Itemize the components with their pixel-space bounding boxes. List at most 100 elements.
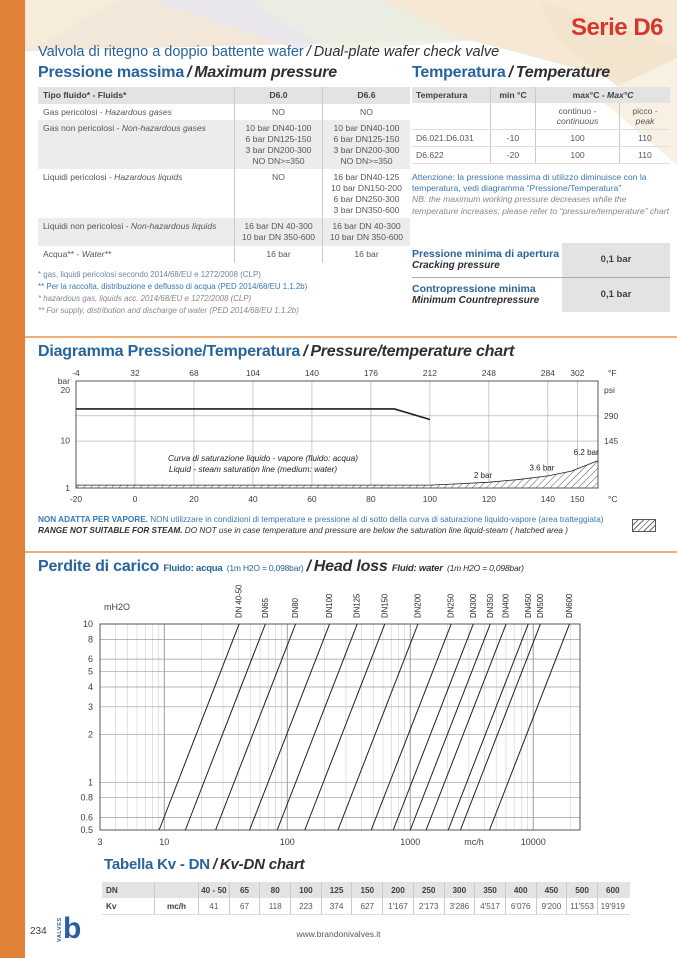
table-cell: picco - peak — [619, 103, 670, 129]
table-cell: 9'200 — [535, 898, 567, 914]
kv-dn-heading: Tabella Kv - DN / Kv-DN chart — [104, 856, 305, 873]
table-header-row: DN 40 - 50 65 80 100 125 150 200 250 300 350 400 450… — [102, 882, 630, 898]
table-cell: D6.622 — [416, 150, 444, 160]
table-cell: 600 — [596, 882, 628, 898]
svg-text:248: 248 — [482, 368, 496, 378]
table-cell: 500 — [566, 882, 597, 898]
svg-text:4: 4 — [88, 682, 93, 692]
svg-text:284: 284 — [541, 368, 555, 378]
svg-text:150: 150 — [570, 494, 584, 504]
table-cell: Acqua** - Water** — [43, 248, 112, 259]
table-cell: NO — [322, 103, 410, 121]
svg-text:40: 40 — [248, 494, 258, 504]
table-cell: DN — [106, 885, 118, 895]
svg-text:60: 60 — [307, 494, 317, 504]
table-cell: 65 — [228, 882, 260, 898]
pressure-footnotes: * gas, liquidi pericolosi secondo 2014/6… — [38, 269, 410, 318]
left-accent-bar — [0, 0, 25, 958]
svg-text:3: 3 — [97, 837, 102, 847]
table-cell: 1'167 — [382, 898, 413, 914]
svg-text:DN500: DN500 — [536, 593, 545, 618]
table-cell: 110 — [619, 147, 670, 163]
section-divider — [25, 336, 677, 338]
svg-text:6.2 bar: 6.2 bar — [574, 448, 599, 457]
table-cell: Temperatura — [416, 90, 468, 100]
table-cell: max°C - Max°C — [535, 87, 670, 103]
svg-text:DN 40-50: DN 40-50 — [235, 584, 244, 618]
table-cell: Tipo fluido* - Fluids* — [43, 90, 127, 100]
table-cell — [154, 882, 198, 898]
table-cell: 223 — [290, 898, 321, 914]
page-title-en: Dual-plate wafer check valve — [313, 44, 500, 60]
website-url: www.brandonivalves.it — [296, 929, 381, 939]
table-cell: 400 — [504, 882, 536, 898]
max-pressure-heading: Pressione massima / Maximum pressure — [38, 64, 337, 81]
svg-text:20: 20 — [61, 385, 71, 395]
table-cell — [490, 103, 535, 129]
svg-text:8: 8 — [88, 634, 93, 644]
table-cell — [412, 103, 490, 129]
temperature-section: Temperatura / Temperature Temperatura min °… — [412, 64, 670, 312]
svg-text:°C: °C — [608, 494, 618, 504]
table-cell: 16 bar DN 40-300 10 bar DN 350-600 — [234, 218, 322, 246]
table-cell: 350 — [474, 882, 505, 898]
table-cell: Kv — [106, 901, 117, 911]
hatched-area-legend — [632, 519, 656, 532]
temperature-note: Attenzione: la pressione massima di util… — [412, 172, 669, 216]
svg-text:0: 0 — [133, 494, 138, 504]
logo-letter: b — [63, 912, 81, 945]
table-row: Kv mc/h 41 67 118 223 374 627 1'167 2'173 3'286 4'5… — [102, 898, 630, 915]
pressure-temperature-chart: -4 32 68 104 140 176 212 248 284 302 °F -20 0 20 40 60 8… — [58, 368, 619, 504]
table-cell: 110 — [619, 130, 670, 146]
svg-text:bar: bar — [58, 376, 70, 386]
table-cell: 16 bar — [234, 245, 322, 263]
svg-text:Curva di saturazione liquido -: Curva di saturazione liquido - vapore (f… — [168, 453, 358, 463]
svg-text:DN250: DN250 — [447, 593, 456, 618]
svg-text:100: 100 — [280, 837, 295, 847]
svg-text:DN80: DN80 — [291, 597, 300, 618]
table-cell: D6.0 — [234, 87, 322, 104]
table-cell: 6'076 — [504, 898, 536, 914]
svg-text:10: 10 — [159, 837, 169, 847]
svg-text:DN200: DN200 — [413, 593, 422, 618]
svg-text:2: 2 — [88, 730, 93, 740]
section-divider — [25, 551, 677, 553]
table-cell: 10 bar DN40-100 6 bar DN125-150 3 bar DN… — [322, 120, 410, 170]
table-row: D6.021.D6.031 -10 100 110 — [412, 129, 670, 146]
svg-text:80: 80 — [366, 494, 376, 504]
svg-text:104: 104 — [246, 368, 260, 378]
page-title: Valvola di ritegno a doppio battente waf… — [38, 44, 499, 60]
table-header-row: Temperatura min °C max°C - Max°C — [412, 87, 670, 103]
svg-text:6: 6 — [88, 654, 93, 664]
table-cell: -20 — [490, 147, 535, 163]
svg-text:3.6 bar: 3.6 bar — [530, 464, 555, 473]
svg-text:68: 68 — [189, 368, 199, 378]
footnote: * gas, liquidi pericolosi secondo 2014/6… — [38, 269, 261, 279]
table-cell: 16 bar DN 40-300 10 bar DN 350-600 — [322, 218, 410, 246]
table-cell: 200 — [382, 882, 413, 898]
table-cell: 300 — [443, 882, 475, 898]
table-cell: 100 — [535, 147, 619, 163]
svg-text:psi: psi — [604, 385, 615, 395]
table-cell: 10 bar DN40-100 6 bar DN125-150 3 bar DN… — [234, 120, 322, 170]
temperature-table: Temperatura min °C max°C - Max°C continuo -… — [412, 87, 670, 164]
svg-text:100: 100 — [423, 494, 437, 504]
svg-text:10000: 10000 — [521, 837, 546, 847]
svg-text:-4: -4 — [72, 368, 80, 378]
table-header-row: Tipo fluido* - Fluids* D6.0 D6.6 — [38, 87, 410, 104]
table-row: Liquidi non pericolosi - Non-hazardous l… — [38, 218, 410, 246]
table-cell: 374 — [320, 898, 352, 914]
table-cell: 4'517 — [474, 898, 505, 914]
steam-warning: NON ADATTA PER VAPORE. NON utilizzare in… — [38, 515, 604, 536]
min-pressure-label: Pressione minima di apertura Cracking pre… — [412, 247, 560, 271]
table-cell: NO — [234, 103, 322, 121]
svg-text:DN600: DN600 — [565, 593, 574, 618]
svg-text:DN400: DN400 — [502, 593, 511, 618]
svg-text:140: 140 — [305, 368, 319, 378]
svg-text:-20: -20 — [70, 494, 83, 504]
min-pressure-value: 0,1 bar — [562, 242, 670, 277]
max-pressure-section: Pressione massima / Maximum pressure Tipo … — [38, 64, 410, 318]
pt-chart-heading: Diagramma Pressione/Temperatura / Pressure… — [38, 343, 515, 360]
table-row: Gas pericolosi - Hazardous gases NO NO — [38, 103, 410, 121]
